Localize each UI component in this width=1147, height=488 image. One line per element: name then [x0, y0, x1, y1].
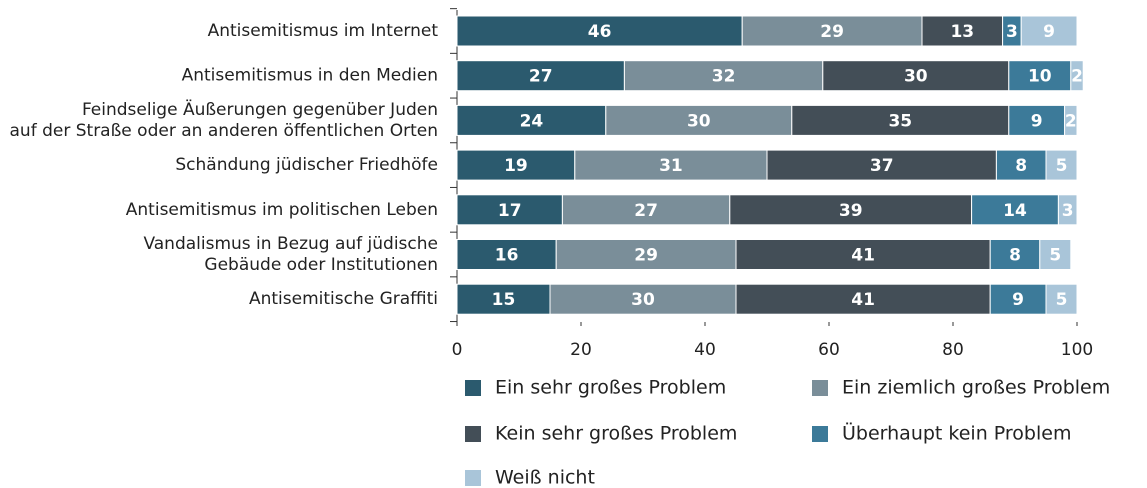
legend-label: Überhaupt kein Problem	[842, 422, 1071, 445]
bar-segment	[1008, 104, 1066, 136]
bar-segment	[1045, 149, 1078, 181]
data-label: 30	[631, 290, 655, 310]
data-label: 41	[851, 290, 875, 310]
data-label: 29	[634, 246, 658, 266]
x-tick-label: 60	[818, 340, 840, 360]
bar-segment	[989, 283, 1047, 315]
category-label: Vandalismus in Bezug auf jüdische	[143, 234, 438, 254]
data-label: 30	[904, 67, 928, 87]
bar-segment	[574, 149, 768, 181]
bar-segment	[741, 15, 923, 47]
legend-label: Kein sehr großes Problem	[495, 423, 737, 445]
data-label: 19	[504, 156, 528, 176]
data-label: 35	[888, 111, 912, 131]
data-label: 16	[495, 246, 519, 266]
data-label: 39	[839, 201, 863, 221]
bar-segment	[1064, 104, 1078, 136]
data-label: 2	[1071, 67, 1083, 87]
data-label: 9	[1031, 111, 1043, 131]
x-tick-label: 20	[570, 340, 592, 360]
data-label: 9	[1043, 22, 1055, 42]
bar-segment	[456, 194, 563, 226]
data-label: 30	[687, 111, 711, 131]
bar-segment	[456, 283, 551, 315]
data-label: 32	[712, 67, 736, 87]
bar-segment	[549, 283, 737, 315]
bar-segment	[735, 239, 991, 270]
category-label: Antisemitismus im Internet	[208, 21, 439, 41]
category-label: Feindselige Äußerungen gegenüber Juden	[82, 99, 438, 120]
data-label: 14	[1003, 201, 1027, 221]
category-label: Schändung jüdischer Friedhöfe	[175, 155, 438, 175]
legend-swatch	[812, 380, 828, 396]
bar-segment	[561, 194, 731, 226]
legend-swatch	[465, 380, 481, 396]
x-tick-label: 100	[1061, 340, 1093, 360]
category-label: Antisemitismus im politischen Leben	[126, 200, 438, 220]
data-label: 27	[634, 201, 658, 221]
data-label: 46	[588, 22, 612, 42]
data-label: 29	[820, 22, 844, 42]
bar-segment	[921, 15, 1004, 47]
legend-label: Weiß nicht	[495, 467, 595, 488]
data-label: 5	[1056, 156, 1068, 176]
data-label: 8	[1009, 246, 1021, 266]
bar-segment	[456, 60, 625, 92]
bar-segment	[766, 149, 997, 181]
legend-swatch	[465, 426, 481, 442]
data-label: 31	[659, 156, 683, 176]
data-label: 10	[1028, 67, 1052, 87]
x-tick-label: 40	[694, 340, 716, 360]
bar-segment	[623, 60, 824, 92]
legend-label: Ein ziemlich großes Problem	[842, 377, 1110, 399]
bar-segment	[989, 239, 1041, 270]
bar-segment	[1057, 194, 1078, 226]
data-label: 3	[1062, 201, 1074, 221]
bar-segment	[735, 283, 991, 315]
data-label: 2	[1065, 111, 1077, 131]
data-label: 3	[1006, 22, 1018, 42]
data-label: 8	[1015, 156, 1027, 176]
bar-segment	[456, 239, 557, 270]
data-label: 5	[1056, 290, 1068, 310]
bar-segment	[971, 194, 1059, 226]
legend-label: Ein sehr großes Problem	[495, 377, 726, 399]
data-label: 27	[529, 67, 553, 87]
bar-segment	[1070, 60, 1084, 92]
x-tick-label: 80	[942, 340, 964, 360]
bar-segment	[1045, 283, 1078, 315]
bar-segment	[555, 239, 737, 270]
data-label: 15	[492, 290, 516, 310]
bar-segment	[995, 149, 1047, 181]
data-label: 24	[520, 111, 544, 131]
data-label: 37	[870, 156, 894, 176]
category-label: Antisemitismus in den Medien	[182, 66, 438, 86]
bar-segment	[1039, 239, 1072, 270]
bar-segment	[456, 104, 607, 136]
legend-swatch	[465, 470, 481, 486]
data-label: 13	[950, 22, 974, 42]
bar-segment	[791, 104, 1010, 136]
data-label: 41	[851, 246, 875, 266]
legend-swatch	[812, 426, 828, 442]
bar-segment	[456, 149, 576, 181]
data-label: 17	[498, 201, 522, 221]
data-label: 5	[1049, 246, 1061, 266]
data-label: 9	[1012, 290, 1024, 310]
category-label: Gebäude oder Institutionen	[204, 255, 438, 275]
category-label: auf der Straße oder an anderen öffentlic…	[10, 121, 438, 141]
bar-segment	[822, 60, 1010, 92]
bar-segment	[729, 194, 973, 226]
bar-segment	[1020, 15, 1078, 47]
x-tick-label: 0	[452, 340, 463, 360]
category-label: Antisemitische Graffiti	[249, 289, 438, 309]
